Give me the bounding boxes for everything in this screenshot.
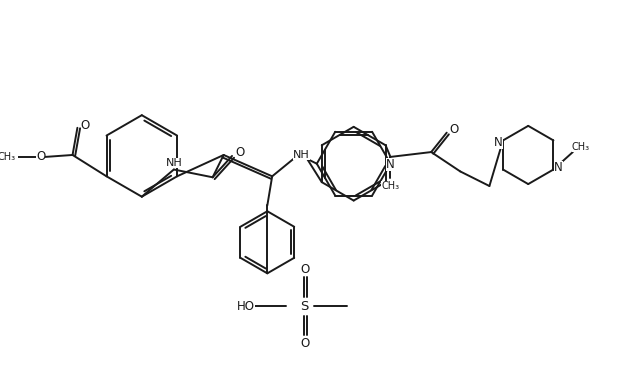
Text: CH₃: CH₃ (572, 142, 590, 152)
Text: HO: HO (237, 300, 255, 313)
Text: NH: NH (165, 158, 182, 168)
Text: CH₃: CH₃ (0, 152, 16, 162)
Text: S: S (300, 300, 308, 313)
Text: O: O (300, 263, 309, 276)
Text: O: O (36, 150, 45, 163)
Text: NH: NH (293, 150, 309, 160)
Text: O: O (300, 337, 309, 350)
Text: N: N (494, 136, 503, 149)
Text: O: O (235, 145, 244, 159)
Text: N: N (554, 161, 563, 174)
Text: O: O (80, 119, 90, 132)
Text: N: N (386, 158, 395, 171)
Text: CH₃: CH₃ (382, 181, 399, 191)
Text: O: O (450, 123, 459, 136)
